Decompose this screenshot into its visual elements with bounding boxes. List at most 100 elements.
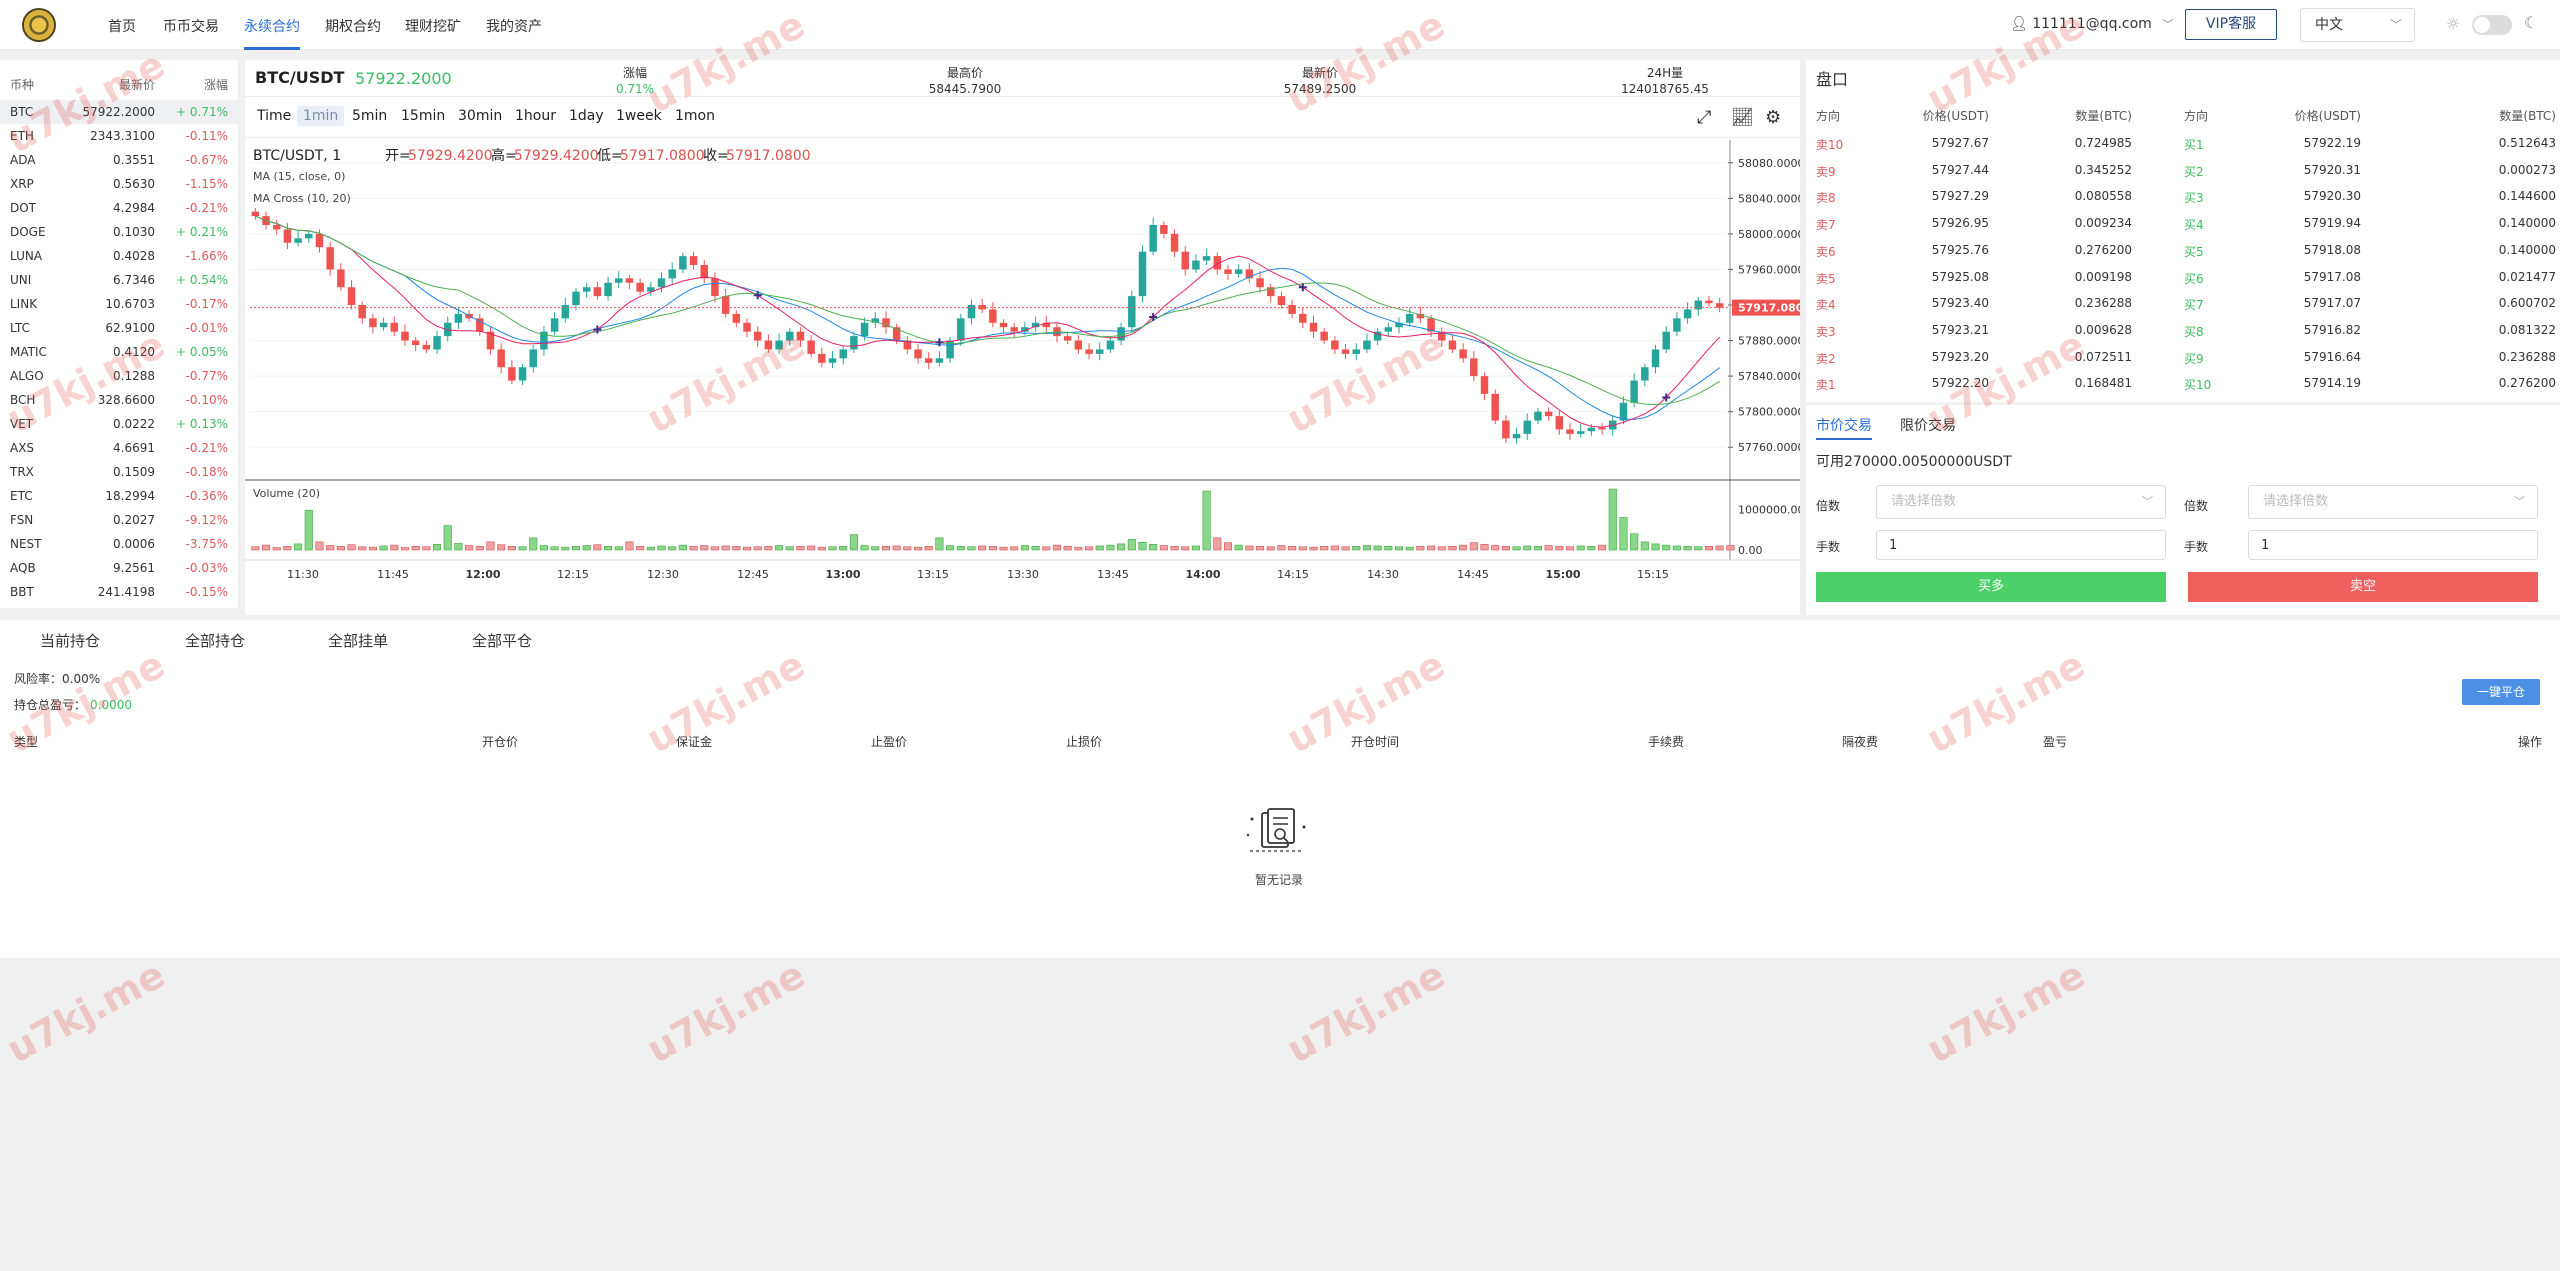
candle-body[interactable] — [1373, 331, 1382, 341]
candlestick-chart[interactable]: 58080.0000 58040.0000 58000.0000 57960.0000… — [245, 140, 1800, 610]
candle-body[interactable] — [476, 318, 484, 332]
candle-body[interactable] — [796, 331, 805, 341]
candle-body[interactable] — [818, 353, 826, 363]
candle-body[interactable] — [753, 331, 762, 341]
market-row[interactable]: ADA 0.3551 -0.67% — [0, 148, 238, 172]
interval-time[interactable]: Time — [257, 108, 292, 124]
candle-body[interactable] — [764, 340, 773, 350]
sell-short-button[interactable]: 卖空 — [2188, 572, 2538, 602]
candle-body[interactable] — [871, 318, 880, 323]
moon-icon[interactable]: ☾ — [2524, 13, 2539, 32]
market-row[interactable]: ETH 2343.3100 -0.11% — [0, 124, 238, 148]
candle-body[interactable] — [561, 305, 570, 319]
market-row[interactable]: LINK 10.6703 -0.17% — [0, 292, 238, 316]
market-row[interactable]: TRX 0.1509 -0.18% — [0, 460, 238, 484]
candle-body[interactable] — [582, 287, 591, 292]
candle-body[interactable] — [1277, 296, 1286, 305]
candle-body[interactable] — [1234, 269, 1243, 274]
theme-toggle[interactable] — [2472, 15, 2512, 35]
candle-body[interactable] — [839, 349, 847, 359]
nav-options[interactable]: 期权合约 — [325, 19, 381, 35]
candle-body[interactable] — [1544, 411, 1553, 417]
candle-body[interactable] — [1502, 420, 1510, 439]
interval-1hour[interactable]: 1hour — [515, 108, 556, 124]
candle-body[interactable] — [1341, 349, 1350, 354]
language-select[interactable]: 中文 ﹀ — [2300, 8, 2415, 42]
interval-1day[interactable]: 1day — [569, 108, 604, 124]
candle-body[interactable] — [593, 287, 602, 297]
candle-body[interactable] — [1181, 251, 1189, 270]
candle-body[interactable] — [1459, 349, 1467, 359]
candle-body[interactable] — [850, 336, 858, 350]
fullscreen-icon[interactable]: ⤢ — [1697, 107, 1712, 128]
candle-body[interactable] — [1534, 411, 1542, 421]
candle-body[interactable] — [1384, 327, 1393, 332]
candle-body[interactable] — [1715, 303, 1724, 308]
candle-body[interactable] — [1641, 367, 1649, 381]
candle-body[interactable] — [1405, 313, 1414, 323]
candle-body[interactable] — [1566, 429, 1574, 434]
candle-body[interactable] — [1010, 327, 1018, 332]
candle-body[interactable] — [508, 367, 516, 381]
candle-body[interactable] — [1683, 309, 1692, 319]
candle-body[interactable] — [1523, 420, 1532, 434]
candle-body[interactable] — [1170, 233, 1179, 252]
sun-icon[interactable]: ☼ — [2446, 14, 2461, 33]
candle-body[interactable] — [914, 349, 922, 359]
candle-body[interactable] — [1630, 380, 1638, 403]
candle-body[interactable] — [1427, 318, 1435, 332]
candle-body[interactable] — [272, 225, 281, 230]
settings-gear-icon[interactable]: ⚙ — [1765, 107, 1782, 128]
candle-body[interactable] — [251, 211, 260, 217]
candle-body[interactable] — [1202, 256, 1211, 261]
candle-body[interactable] — [1448, 340, 1457, 350]
candle-body[interactable] — [700, 265, 708, 279]
candle-body[interactable] — [294, 238, 302, 243]
market-row[interactable]: XRP 0.5630 -1.15% — [0, 172, 238, 196]
candle-body[interactable] — [1662, 331, 1670, 350]
candle-body[interactable] — [1352, 349, 1360, 354]
candle-body[interactable] — [1213, 256, 1222, 270]
close-all-button[interactable]: 一键平仓 — [2462, 679, 2540, 705]
candle-body[interactable] — [743, 322, 751, 332]
candle-body[interactable] — [1192, 260, 1200, 270]
market-row[interactable]: AXS 4.6691 -0.21% — [0, 436, 238, 460]
nav-finance[interactable]: 理财挖矿 — [405, 19, 461, 35]
tab-limit-trade[interactable]: 限价交易 — [1900, 418, 1956, 434]
candle-body[interactable] — [1095, 349, 1104, 354]
order-book-row[interactable]: 卖6 57925.76 0.276200 买5 57918.08 0.140000 — [1806, 237, 2560, 263]
sell-lots-input[interactable] — [2248, 530, 2538, 560]
candle-body[interactable] — [540, 331, 548, 350]
candle-body[interactable] — [1363, 340, 1371, 350]
candle-body[interactable] — [786, 331, 794, 341]
candle-body[interactable] — [1224, 269, 1232, 274]
candle-body[interactable] — [1576, 431, 1585, 434]
candle-body[interactable] — [924, 358, 933, 363]
candle-body[interactable] — [369, 318, 377, 328]
candle-body[interactable] — [1042, 322, 1051, 328]
candle-body[interactable] — [326, 247, 334, 270]
interval-1mon[interactable]: 1mon — [675, 108, 715, 124]
order-book-row[interactable]: 卖8 57927.29 0.080558 买3 57920.30 0.144600 — [1806, 183, 2560, 209]
candle-body[interactable] — [1480, 376, 1489, 394]
candle-body[interactable] — [411, 340, 420, 345]
candle-body[interactable] — [957, 318, 965, 341]
market-row[interactable]: MATIC 0.4120 + 0.05% — [0, 340, 238, 364]
candle-body[interactable] — [1470, 358, 1478, 377]
market-row[interactable]: BTC 57922.2000 + 0.71% — [0, 100, 238, 124]
candle-body[interactable] — [1085, 349, 1093, 354]
buy-long-button[interactable]: 买多 — [1816, 572, 2166, 602]
candle-body[interactable] — [550, 318, 559, 332]
order-book-row[interactable]: 卖1 57922.20 0.168481 买10 57914.19 0.276200 — [1806, 370, 2560, 396]
candle-body[interactable] — [1074, 340, 1083, 350]
tab-current-positions[interactable]: 当前持仓 — [40, 632, 101, 650]
interval-1week[interactable]: 1week — [616, 108, 662, 124]
interval-30min[interactable]: 30min — [458, 108, 503, 124]
candle-body[interactable] — [828, 358, 837, 363]
order-book-row[interactable]: 卖2 57923.20 0.072511 买9 57916.64 0.236288 — [1806, 344, 2560, 370]
buy-leverage-select[interactable]: 请选择倍数 ﹀ — [1876, 485, 2166, 519]
candle-body[interactable] — [1416, 313, 1425, 319]
candle-body[interactable] — [1438, 331, 1446, 341]
candle-body[interactable] — [305, 233, 313, 239]
candle-body[interactable] — [1256, 278, 1264, 288]
